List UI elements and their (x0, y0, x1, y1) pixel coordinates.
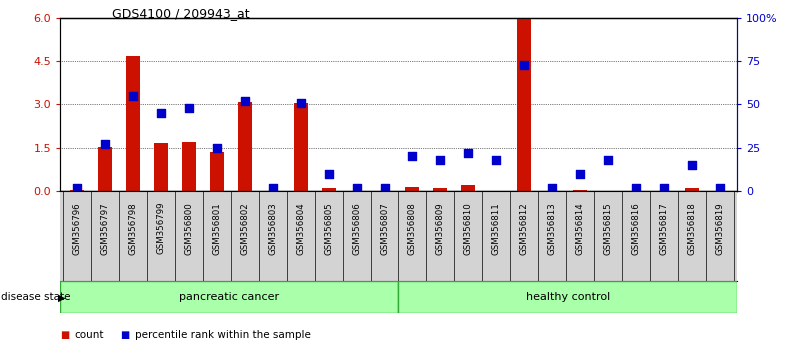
Point (322, 171, 335, 177)
Bar (182, 142, 195, 191)
Point (490, 157, 503, 163)
Text: GSM356810: GSM356810 (464, 202, 473, 255)
Text: disease state: disease state (1, 292, 70, 302)
Text: GSM356803: GSM356803 (268, 202, 277, 255)
Point (602, 157, 614, 163)
Point (378, 185, 391, 190)
Text: GSM356801: GSM356801 (212, 202, 221, 255)
Text: percentile rank within the sample: percentile rank within the sample (135, 330, 311, 339)
Text: pancreatic cancer: pancreatic cancer (179, 292, 280, 302)
Point (183, 105, 195, 111)
Point (658, 185, 670, 190)
Text: GSM356796: GSM356796 (72, 202, 82, 255)
Text: GSM356798: GSM356798 (128, 202, 137, 255)
Text: GSM356818: GSM356818 (688, 202, 697, 255)
Text: GSM356814: GSM356814 (576, 202, 585, 255)
Bar (574, 190, 587, 191)
Point (574, 171, 586, 177)
Text: healthy control: healthy control (525, 292, 610, 302)
Point (127, 93, 139, 98)
Point (434, 157, 447, 163)
Text: ▶: ▶ (58, 292, 65, 302)
Bar (98, 147, 112, 191)
Text: GDS4100 / 209943_at: GDS4100 / 209943_at (112, 7, 250, 20)
Text: GSM356816: GSM356816 (632, 202, 641, 255)
Point (266, 185, 279, 190)
Point (350, 185, 363, 190)
Text: GSM356819: GSM356819 (715, 202, 725, 255)
Text: count: count (74, 330, 104, 339)
Text: GSM356812: GSM356812 (520, 202, 529, 255)
Text: GSM356802: GSM356802 (240, 202, 249, 255)
Bar (489, 190, 503, 191)
Bar (294, 103, 308, 191)
Point (406, 154, 419, 159)
Point (546, 185, 559, 190)
Bar (433, 188, 448, 191)
Text: GSM356806: GSM356806 (352, 202, 361, 255)
Point (714, 185, 727, 190)
Bar (713, 190, 727, 191)
Bar (630, 190, 643, 191)
Text: GSM356808: GSM356808 (408, 202, 417, 255)
Point (211, 145, 223, 151)
Text: GSM356807: GSM356807 (380, 202, 389, 255)
Bar (545, 190, 559, 191)
Point (99, 142, 111, 147)
Point (630, 185, 642, 190)
Bar (602, 190, 615, 191)
Text: GSM356805: GSM356805 (324, 202, 333, 255)
Text: GSM356817: GSM356817 (660, 202, 669, 255)
Text: GSM356800: GSM356800 (184, 202, 193, 255)
Bar (238, 102, 252, 191)
Bar (399, 281, 737, 313)
Point (686, 162, 698, 168)
Point (70, 185, 83, 190)
Text: GSM356797: GSM356797 (100, 202, 109, 255)
Text: GSM356799: GSM356799 (156, 202, 165, 255)
Bar (70, 190, 84, 191)
Bar (657, 190, 671, 191)
Bar (377, 190, 392, 191)
Text: GSM356813: GSM356813 (548, 202, 557, 255)
Text: ■: ■ (60, 330, 70, 339)
Bar (405, 187, 420, 191)
Bar (126, 56, 140, 191)
Bar (154, 143, 167, 191)
Bar (60, 281, 399, 313)
Bar (349, 190, 364, 191)
Point (462, 150, 475, 156)
Bar (321, 188, 336, 191)
Text: GSM356804: GSM356804 (296, 202, 305, 255)
Text: GSM356809: GSM356809 (436, 202, 445, 255)
Text: ■: ■ (120, 330, 130, 339)
Bar (461, 185, 476, 191)
Bar (685, 188, 699, 191)
Point (155, 110, 167, 116)
Point (294, 100, 307, 105)
Text: GSM356811: GSM356811 (492, 202, 501, 255)
Bar (266, 190, 280, 191)
Point (518, 62, 531, 67)
Bar (517, 18, 531, 191)
Text: GSM356815: GSM356815 (604, 202, 613, 255)
Point (238, 98, 251, 104)
Bar (210, 152, 223, 191)
